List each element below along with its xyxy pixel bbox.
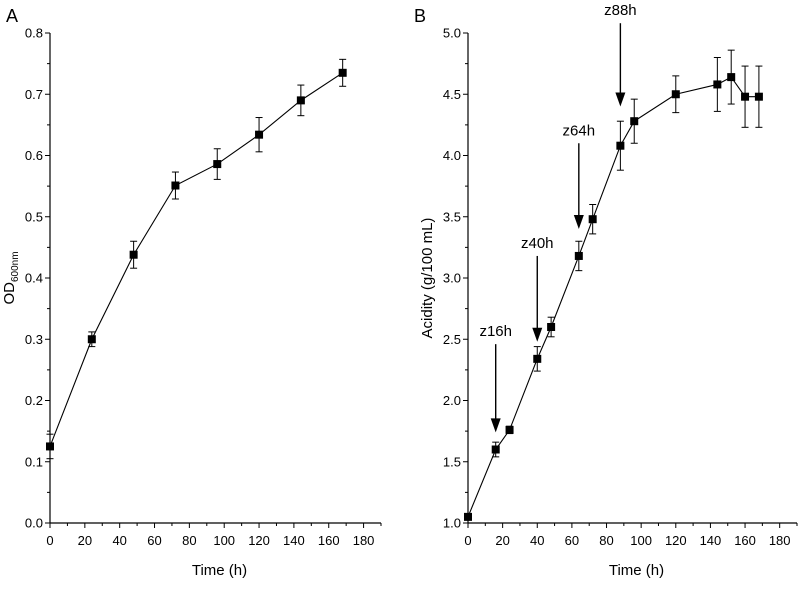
data-point [46,442,54,451]
annotation-label: z16h [479,323,512,340]
annotation-arrowhead [615,92,626,107]
data-point [338,68,347,77]
y-tick-label: 0.8 [25,26,43,41]
data-point [491,445,500,454]
data-point [129,250,138,259]
y-tick-label: 1.5 [443,454,461,469]
chart-panel-a: A 0 20 40 60 80 100 120 140 160 180 0.0 0.1 0.2 0.3 0.4… [1,6,382,579]
panel-label: B [414,6,426,26]
x-tick-label: 20 [78,533,92,548]
x-tick-label: 160 [318,533,340,548]
y-tick-label: 2.5 [443,332,461,347]
y-tick-label: 2.0 [443,393,461,408]
data-point [616,141,625,150]
x-tick-label: 160 [734,533,756,548]
data-point [255,130,264,139]
y-axis-title: Acidity (g/100 mL) [419,218,436,339]
data-point [533,354,542,363]
x-tick-label: 80 [182,533,196,548]
y-tick-label: 0.3 [25,332,43,347]
data-point [464,512,472,521]
data-point [171,181,180,190]
y-tick-label: 0.6 [25,148,43,163]
data-point [671,90,680,99]
data-point [588,215,597,224]
series-line [467,76,759,518]
data-point [727,73,736,82]
y-tick-label: 3.5 [443,209,461,224]
x-tick-label: 20 [495,533,509,548]
series-line [49,72,343,447]
y-tick-label: 3.0 [443,271,461,286]
chart-panel-b: B 0 20 40 60 80 100 120 140 160 180 1.0 1.5 2.0 2.5 3.0… [414,2,798,579]
x-tick-label: 0 [46,533,53,548]
y-tick-label: 0.4 [25,271,43,286]
y-axis-title: OD600nm [1,251,21,304]
y-tick-label: 0.7 [25,87,43,102]
x-tick-label: 120 [665,533,687,548]
y-axis-title-subscript: 600nm [10,251,21,282]
x-tick-label: 120 [248,533,270,548]
annotation-arrowhead [490,418,501,433]
data-point [713,80,722,89]
x-tick-label: 40 [112,533,126,548]
data-point [754,92,763,101]
y-tick-label: 4.0 [443,148,461,163]
data-point [630,117,639,126]
y-tick-label: 1.0 [443,516,461,531]
data-point [741,92,750,101]
x-tick-label: 60 [565,533,579,548]
x-tick-label: 140 [283,533,305,548]
y-tick-label: 0.5 [25,209,43,224]
annotation-label: z88h [604,2,637,19]
x-axis-title: Time (h) [609,562,664,579]
x-tick-label: 0 [464,533,471,548]
x-axis-title: Time (h) [192,562,247,579]
y-tick-label: 0.0 [25,516,43,531]
data-point [87,335,96,344]
panel-label: A [6,6,18,26]
x-tick-label: 100 [630,533,652,548]
annotation-arrowhead [532,327,543,342]
annotation-label: z64h [563,122,596,139]
x-tick-label: 180 [769,533,791,548]
annotation-arrowhead [573,215,584,229]
annotation-label: z40h [521,235,554,252]
x-tick-label: 40 [530,533,544,548]
data-point [296,96,305,105]
y-tick-label: 0.2 [25,393,43,408]
data-point [547,323,556,331]
x-tick-label: 140 [700,533,722,548]
x-tick-label: 100 [213,533,235,548]
data-point [574,251,583,260]
y-tick-label: 0.1 [25,454,43,469]
data-point [213,160,222,169]
x-tick-label: 80 [599,533,613,548]
x-tick-label: 180 [353,533,375,548]
y-tick-label: 4.5 [443,87,461,102]
data-point [505,425,514,434]
y-tick-label: 5.0 [443,26,461,41]
x-tick-label: 60 [147,533,161,548]
y-axis-title-main: OD [1,282,18,305]
